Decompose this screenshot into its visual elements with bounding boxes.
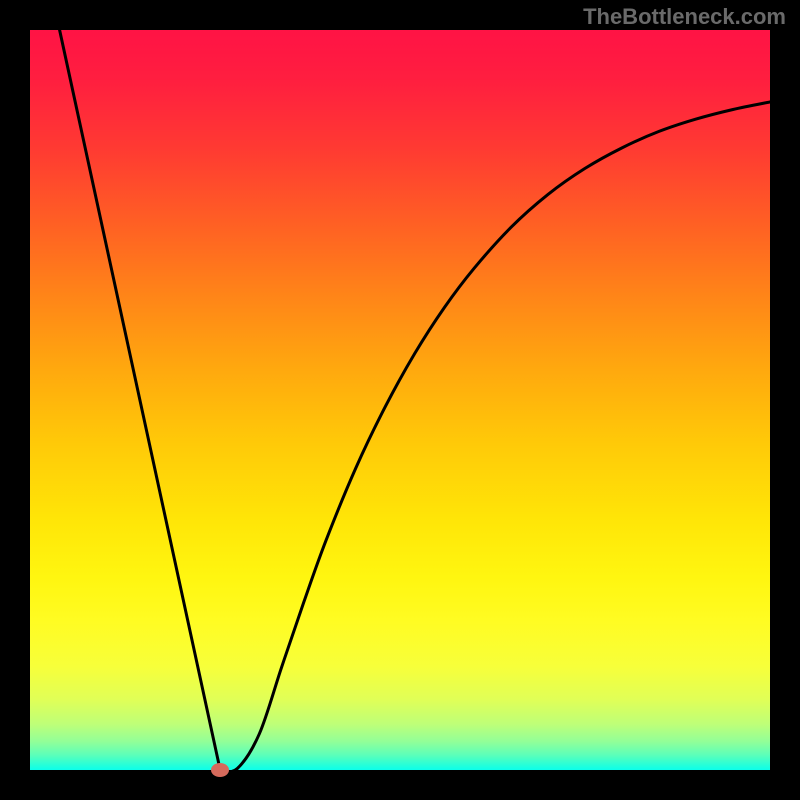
bottleneck-curve bbox=[60, 30, 770, 770]
watermark-text: TheBottleneck.com bbox=[583, 4, 786, 30]
plot-area bbox=[30, 30, 770, 770]
minimum-marker bbox=[211, 763, 229, 777]
curve-svg bbox=[30, 30, 770, 770]
stage: TheBottleneck.com bbox=[0, 0, 800, 800]
